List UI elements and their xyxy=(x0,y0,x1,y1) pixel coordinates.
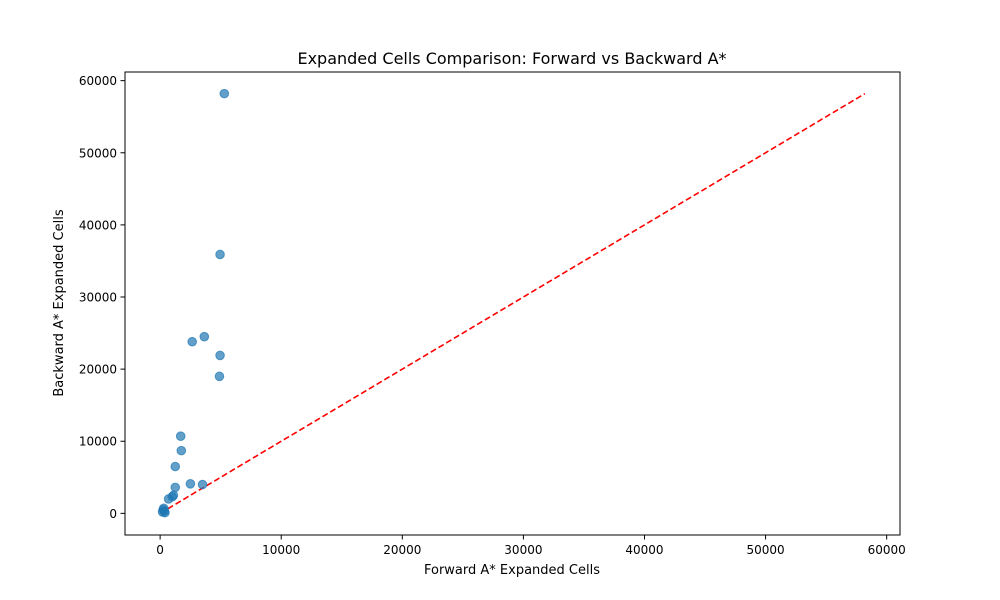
scatter-point-2 xyxy=(199,331,210,342)
plot-area xyxy=(124,71,901,536)
scatter-point-8 xyxy=(170,461,181,472)
scatter-point-11 xyxy=(197,479,208,490)
y-tick-label: 20000 xyxy=(79,363,117,377)
y-tick-label: 40000 xyxy=(79,218,117,232)
y-tick-label: 60000 xyxy=(79,74,117,88)
scatter-point-7 xyxy=(176,445,187,456)
scatter-point-9 xyxy=(170,482,181,493)
scatter-point-3 xyxy=(187,336,198,347)
x-tick-label: 10000 xyxy=(262,543,300,557)
reference-line-layer xyxy=(159,92,866,515)
x-tick-label: 0 xyxy=(156,543,164,557)
y-tick-label: 50000 xyxy=(79,146,117,160)
x-axis-label: Forward A* Expanded Cells xyxy=(424,563,600,578)
scatter-point-6 xyxy=(175,431,186,441)
scatter-point-0 xyxy=(219,88,230,99)
x-tick-label: 50000 xyxy=(746,543,784,557)
x-tick-label: 60000 xyxy=(868,543,906,557)
reference-line xyxy=(159,92,866,515)
scatter-point-14 xyxy=(163,494,174,504)
scatter-point-1 xyxy=(215,249,225,260)
y-tick-label: 0 xyxy=(109,507,117,521)
chart-title: Expanded Cells Comparison: Forward vs Ba… xyxy=(297,49,726,68)
y-axis-label: Backward A* Expanded Cells xyxy=(52,209,67,396)
y-tick-label: 30000 xyxy=(79,291,117,305)
y-axis-ticks: 0 10000 20000 30000 40000 50000 60000 xyxy=(79,74,125,521)
scatter-point-10 xyxy=(185,478,196,489)
plot-frame xyxy=(124,71,901,536)
scatter-point-5 xyxy=(214,371,225,382)
scatter-point-4 xyxy=(215,350,225,361)
scatter-point-19 xyxy=(160,507,170,518)
x-tick-label: 20000 xyxy=(383,543,421,557)
x-axis-ticks: 0 10000 20000 30000 40000 50000 60000 xyxy=(156,535,906,557)
x-tick-label: 30000 xyxy=(504,543,542,557)
x-tick-label: 40000 xyxy=(625,543,663,557)
points-layer xyxy=(157,88,230,518)
y-tick-label: 10000 xyxy=(79,435,117,449)
